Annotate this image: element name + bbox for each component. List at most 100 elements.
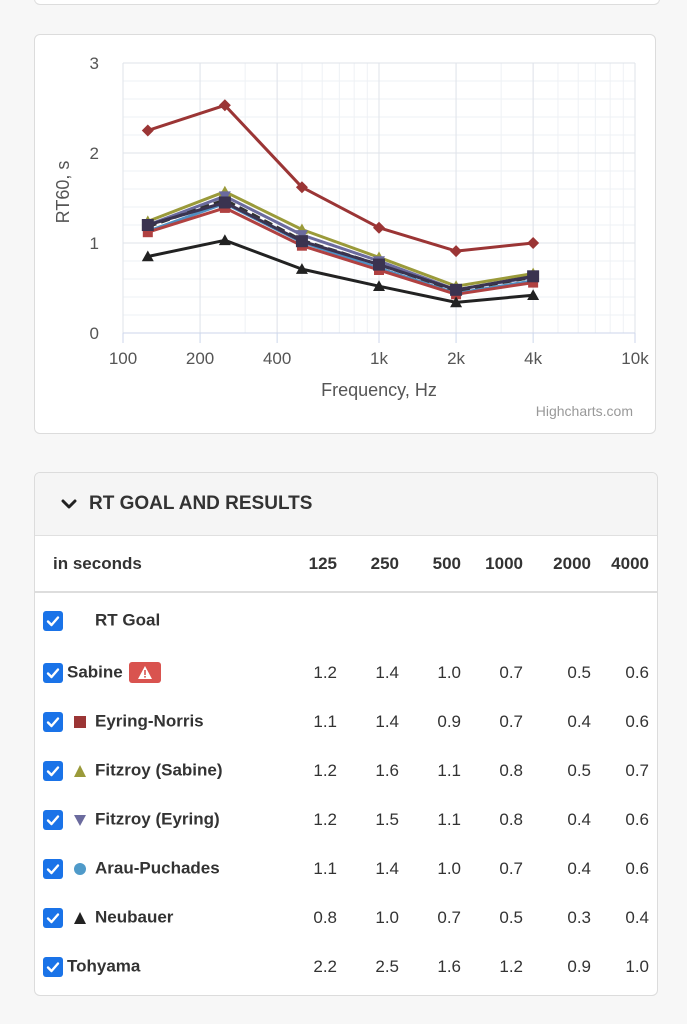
- chart-credits[interactable]: Highcharts.com: [535, 403, 633, 419]
- series-line: [147, 190, 534, 288]
- series-checkbox[interactable]: [43, 809, 63, 830]
- series-name-cell: Fitzroy (Eyring): [35, 795, 287, 844]
- series-name: Sabine: [67, 662, 123, 682]
- value-cell: 1.6: [437, 956, 461, 976]
- series-checkbox[interactable]: [43, 662, 63, 683]
- circle-marker-icon: [74, 862, 86, 875]
- series-name: Tohyama: [67, 956, 141, 976]
- goal-square-marker: [141, 219, 154, 231]
- triangle-marker: [295, 263, 308, 274]
- value-cell: 1.2: [313, 760, 337, 780]
- value-cell: 0.8: [499, 760, 523, 780]
- value-cell: 1.2: [313, 662, 337, 682]
- series-checkbox[interactable]: [43, 907, 63, 928]
- series-name: Neubauer: [95, 907, 174, 927]
- value-cell: 1.1: [437, 809, 461, 829]
- value-cell: 0.7: [499, 858, 523, 878]
- diamond-marker: [295, 181, 308, 194]
- series-line: [147, 201, 534, 292]
- value-cell: 0.5: [499, 907, 523, 927]
- series-name-cell: Arau-Puchades: [35, 844, 287, 893]
- chevron-down-icon: [61, 499, 77, 509]
- results-header-row: in seconds 125 250 500 1000 2000 4000: [35, 536, 657, 593]
- results-panel-title: RT GOAL AND RESULTS: [89, 493, 313, 514]
- y-tick-label: 2: [90, 144, 99, 163]
- series-line: [147, 206, 534, 296]
- x-tick-label: 4k: [524, 349, 542, 368]
- series-checkbox[interactable]: [43, 858, 63, 879]
- series-name-cell: Neubauer: [35, 893, 287, 942]
- unit-label: in seconds: [35, 536, 287, 593]
- value-cell: 0.8: [499, 809, 523, 829]
- results-row: Fitzroy (Eyring) 1.2 1.5 1.1 0.8 0.4 0.6: [35, 795, 657, 844]
- goal-square-marker: [450, 283, 463, 296]
- column-header: 500: [399, 536, 461, 593]
- value-cell: 1.2: [313, 809, 337, 829]
- value-cell: 0.7: [499, 711, 523, 731]
- series-line: [147, 238, 534, 304]
- diamond-marker: [373, 221, 385, 234]
- value-cell: 0.4: [567, 711, 591, 731]
- x-tick-label: 200: [186, 349, 214, 368]
- value-cell: 0.7: [499, 662, 523, 682]
- diamond-marker: [527, 237, 540, 249]
- results-row: Tohyama 2.2 2.5 1.6 1.2 0.9 1.0: [35, 942, 657, 991]
- value-cell: 1.5: [375, 809, 399, 829]
- value-cell: 2.5: [375, 956, 399, 976]
- value-cell: 0.6: [625, 662, 649, 682]
- series-checkbox[interactable]: [43, 610, 63, 631]
- series-checkbox[interactable]: [43, 711, 63, 732]
- value-cell: 2.2: [313, 956, 337, 976]
- series-checkbox[interactable]: [43, 956, 63, 977]
- value-cell: 1.1: [313, 858, 337, 878]
- warning-icon: [137, 666, 152, 679]
- diamond-marker: [141, 124, 154, 137]
- triangle-marker: [141, 250, 154, 262]
- series-name-cell: RT Goal: [35, 592, 287, 648]
- y-tick-label: 1: [90, 234, 99, 253]
- value-cell: 0.6: [625, 711, 649, 731]
- y-tick-label: 3: [90, 54, 99, 73]
- value-cell: [591, 592, 657, 648]
- goal-square-marker: [295, 235, 308, 248]
- value-cell: 0.4: [567, 809, 591, 829]
- triangle-down-marker-icon: [74, 814, 86, 826]
- value-cell: [399, 592, 461, 648]
- value-cell: 0.3: [567, 907, 591, 927]
- y-axis-title: RT60, s: [53, 161, 73, 224]
- previous-card-edge: [34, 0, 660, 5]
- value-cell: 1.4: [375, 711, 399, 731]
- series-name-cell: Eyring-Norris: [35, 697, 287, 746]
- results-panel-header[interactable]: RT GOAL AND RESULTS: [35, 473, 657, 536]
- results-row: Sabine 1.2 1.4 1.0 0.7 0.5 0.6: [35, 648, 657, 697]
- value-cell: 1.1: [437, 760, 461, 780]
- rt60-chart-card: 100 200 400 1k 2k 4k 10k 0 1 2 3 Frequency, Hz RT60,…: [34, 34, 656, 434]
- series-checkbox[interactable]: [43, 760, 63, 781]
- diamond-marker: [218, 99, 231, 112]
- goal-square-marker: [373, 258, 385, 271]
- series-name: Fitzroy (Eyring): [95, 809, 220, 829]
- triangle-marker: [373, 280, 385, 291]
- value-cell: 0.8: [313, 907, 337, 927]
- series-name: RT Goal: [95, 610, 161, 630]
- warning-badge[interactable]: [128, 662, 161, 683]
- value-cell: 0.4: [567, 858, 591, 878]
- value-cell: 0.9: [437, 711, 461, 731]
- value-cell: [523, 592, 591, 648]
- series-name: Arau-Puchades: [95, 858, 220, 878]
- triangle-marker: [527, 289, 540, 300]
- x-tick-label: 400: [263, 349, 291, 368]
- series-line: [147, 103, 534, 253]
- value-cell: 1.0: [375, 907, 399, 927]
- goal-square-marker: [527, 270, 540, 283]
- value-cell: 0.6: [625, 858, 649, 878]
- value-cell: 1.0: [437, 662, 461, 682]
- x-tick-label: 1k: [370, 349, 388, 368]
- triangle-marker-icon: [74, 764, 86, 777]
- value-cell: 1.0: [625, 956, 649, 976]
- value-cell: 1.4: [375, 858, 399, 878]
- column-header: 2000: [523, 536, 591, 593]
- value-cell: 1.1: [313, 711, 337, 731]
- triangle-marker: [450, 296, 463, 308]
- series-name: Eyring-Norris: [95, 711, 204, 731]
